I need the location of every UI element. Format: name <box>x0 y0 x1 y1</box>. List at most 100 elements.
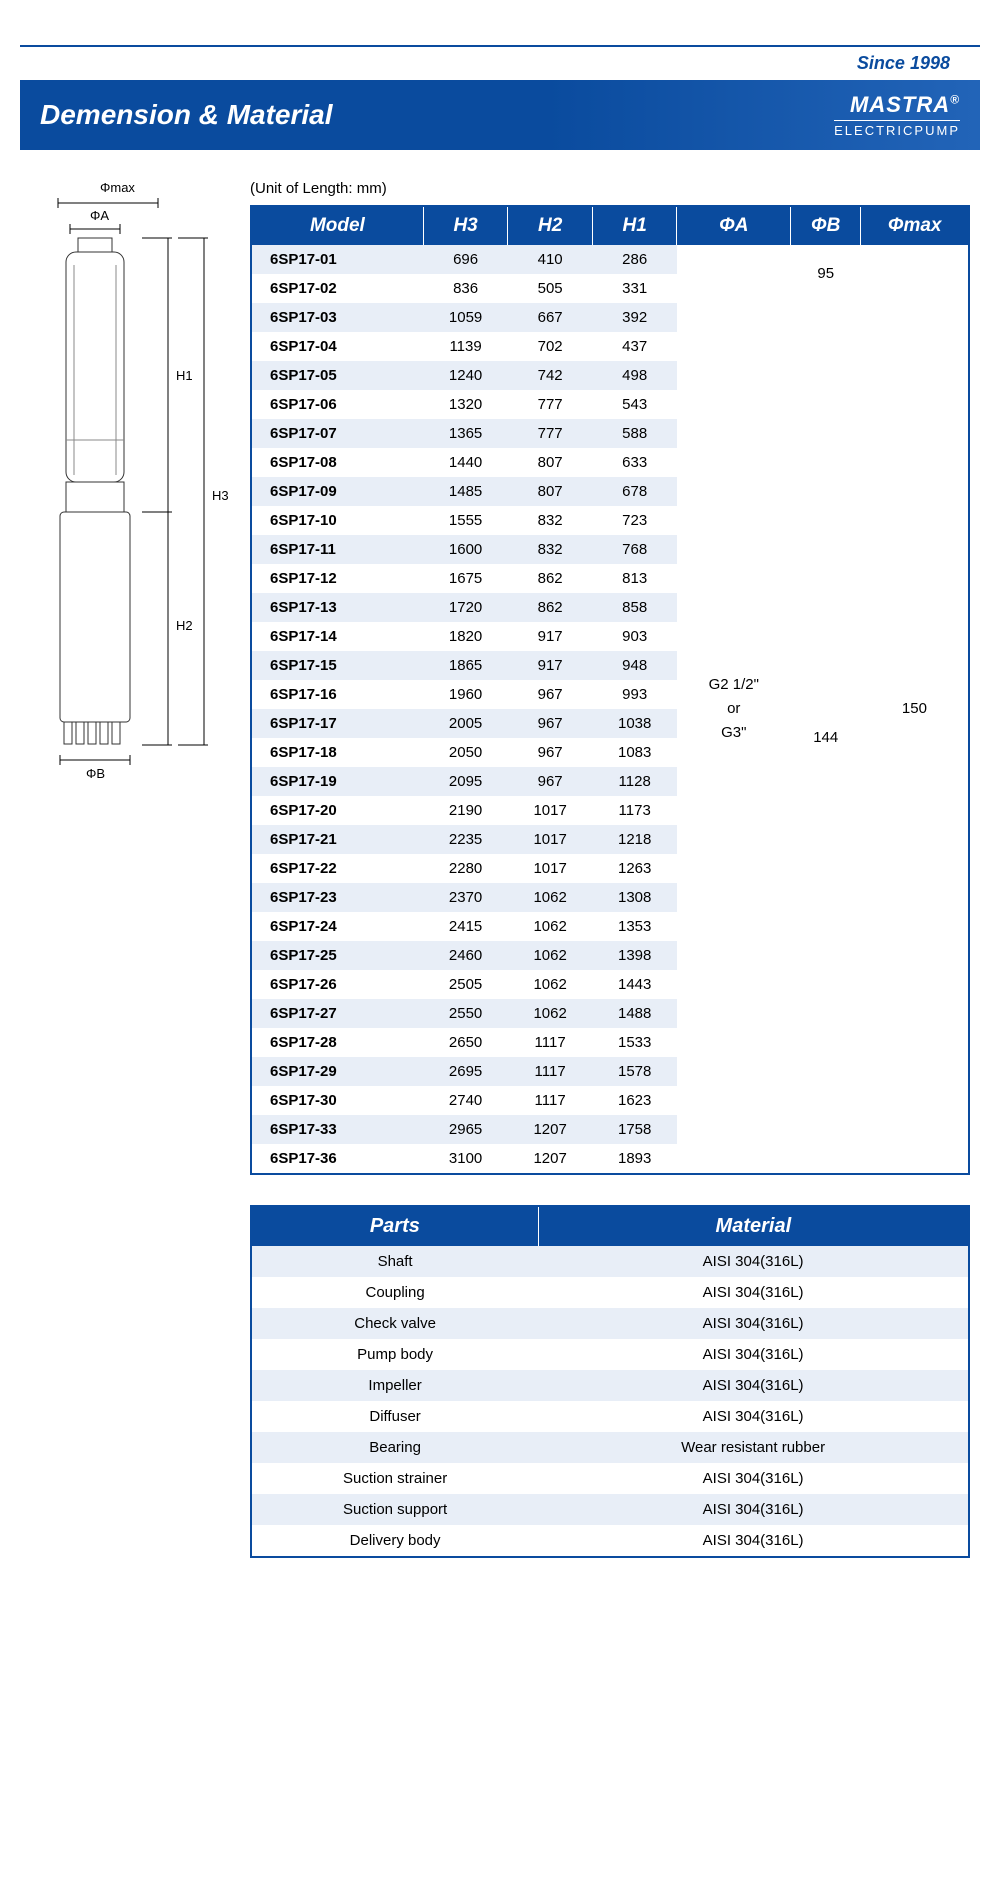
data-cell: 1207 <box>508 1144 593 1174</box>
data-cell: 505 <box>508 274 593 303</box>
data-cell: 1893 <box>592 1144 677 1174</box>
mat-cell: AISI 304(316L) <box>538 1370 969 1401</box>
svg-text:H2: H2 <box>176 618 193 633</box>
dim-col-4: ΦA <box>677 206 791 245</box>
data-cell: 1059 <box>423 303 508 332</box>
data-cell: 917 <box>508 622 593 651</box>
model-cell: 6SP17-23 <box>251 883 423 912</box>
model-cell: 6SP17-17 <box>251 709 423 738</box>
data-cell: 498 <box>592 361 677 390</box>
data-cell: 1353 <box>592 912 677 941</box>
data-cell: 832 <box>508 535 593 564</box>
model-cell: 6SP17-01 <box>251 245 423 274</box>
data-cell: 410 <box>508 245 593 274</box>
pump-diagram: Φmax ΦA <box>30 180 230 1558</box>
data-cell: 967 <box>508 709 593 738</box>
mat-cell: AISI 304(316L) <box>538 1308 969 1339</box>
data-cell: 1218 <box>592 825 677 854</box>
brand-name: MASTRA <box>850 92 950 117</box>
data-cell: 678 <box>592 477 677 506</box>
data-cell: 903 <box>592 622 677 651</box>
data-cell: 2965 <box>423 1115 508 1144</box>
data-cell: 862 <box>508 564 593 593</box>
dim-col-6: Φmax <box>861 206 969 245</box>
data-cell: 2280 <box>423 854 508 883</box>
data-cell: 967 <box>508 738 593 767</box>
mat-cell: AISI 304(316L) <box>538 1277 969 1308</box>
data-cell: 832 <box>508 506 593 535</box>
mat-cell: Suction strainer <box>251 1463 538 1494</box>
model-cell: 6SP17-02 <box>251 274 423 303</box>
table-row: CouplingAISI 304(316L) <box>251 1277 969 1308</box>
data-cell: 1083 <box>592 738 677 767</box>
mat-cell: Coupling <box>251 1277 538 1308</box>
data-cell: 2050 <box>423 738 508 767</box>
data-cell: 1398 <box>592 941 677 970</box>
data-cell: 286 <box>592 245 677 274</box>
page-title: Demension & Material <box>40 99 333 131</box>
data-cell: 392 <box>592 303 677 332</box>
svg-text:H1: H1 <box>176 368 193 383</box>
data-cell: 2415 <box>423 912 508 941</box>
data-cell: 1062 <box>508 912 593 941</box>
model-cell: 6SP17-18 <box>251 738 423 767</box>
data-cell: 1308 <box>592 883 677 912</box>
model-cell: 6SP17-04 <box>251 332 423 361</box>
model-cell: 6SP17-29 <box>251 1057 423 1086</box>
data-cell: 858 <box>592 593 677 622</box>
data-cell: 543 <box>592 390 677 419</box>
mat-cell: AISI 304(316L) <box>538 1339 969 1370</box>
data-cell: 1128 <box>592 767 677 796</box>
table-row: 6SP17-01696410286G2 1/2"orG3"95150 <box>251 245 969 274</box>
data-cell: 1600 <box>423 535 508 564</box>
model-cell: 6SP17-19 <box>251 767 423 796</box>
data-cell: 1117 <box>508 1086 593 1115</box>
data-cell: 1240 <box>423 361 508 390</box>
data-cell: 1320 <box>423 390 508 419</box>
data-cell: 1062 <box>508 970 593 999</box>
data-cell: 1038 <box>592 709 677 738</box>
data-cell: 2650 <box>423 1028 508 1057</box>
data-cell: 1062 <box>508 999 593 1028</box>
table-row: Suction strainerAISI 304(316L) <box>251 1463 969 1494</box>
model-cell: 6SP17-21 <box>251 825 423 854</box>
data-cell: 768 <box>592 535 677 564</box>
model-cell: 6SP17-33 <box>251 1115 423 1144</box>
model-cell: 6SP17-28 <box>251 1028 423 1057</box>
data-cell: 2460 <box>423 941 508 970</box>
data-cell: 1443 <box>592 970 677 999</box>
data-cell: 917 <box>508 651 593 680</box>
data-cell: 807 <box>508 477 593 506</box>
dim-col-3: H1 <box>592 206 677 245</box>
table-row: BearingWear resistant rubber <box>251 1432 969 1463</box>
data-cell: 723 <box>592 506 677 535</box>
model-cell: 6SP17-26 <box>251 970 423 999</box>
table-row: ShaftAISI 304(316L) <box>251 1246 969 1277</box>
mat-col-1: Material <box>538 1206 969 1246</box>
data-cell: 2550 <box>423 999 508 1028</box>
phi-b-cell-2: 144 <box>791 303 861 1174</box>
model-cell: 6SP17-20 <box>251 796 423 825</box>
data-cell: 1263 <box>592 854 677 883</box>
model-cell: 6SP17-12 <box>251 564 423 593</box>
data-cell: 967 <box>508 767 593 796</box>
unit-note: (Unit of Length: mm) <box>250 180 970 197</box>
phi-b-cell-1: 95 <box>791 245 861 303</box>
data-cell: 862 <box>508 593 593 622</box>
data-cell: 813 <box>592 564 677 593</box>
mat-cell: AISI 304(316L) <box>538 1525 969 1557</box>
data-cell: 1207 <box>508 1115 593 1144</box>
data-cell: 1017 <box>508 854 593 883</box>
data-cell: 1117 <box>508 1028 593 1057</box>
model-cell: 6SP17-27 <box>251 999 423 1028</box>
model-cell: 6SP17-05 <box>251 361 423 390</box>
dimensions-table: ModelH3H2H1ΦAΦBΦmax 6SP17-01696410286G2 … <box>250 205 970 1175</box>
data-cell: 1533 <box>592 1028 677 1057</box>
mat-cell: Pump body <box>251 1339 538 1370</box>
model-cell: 6SP17-36 <box>251 1144 423 1174</box>
data-cell: 331 <box>592 274 677 303</box>
mat-cell: Bearing <box>251 1432 538 1463</box>
mat-cell: Shaft <box>251 1246 538 1277</box>
data-cell: 1062 <box>508 941 593 970</box>
data-cell: 2695 <box>423 1057 508 1086</box>
